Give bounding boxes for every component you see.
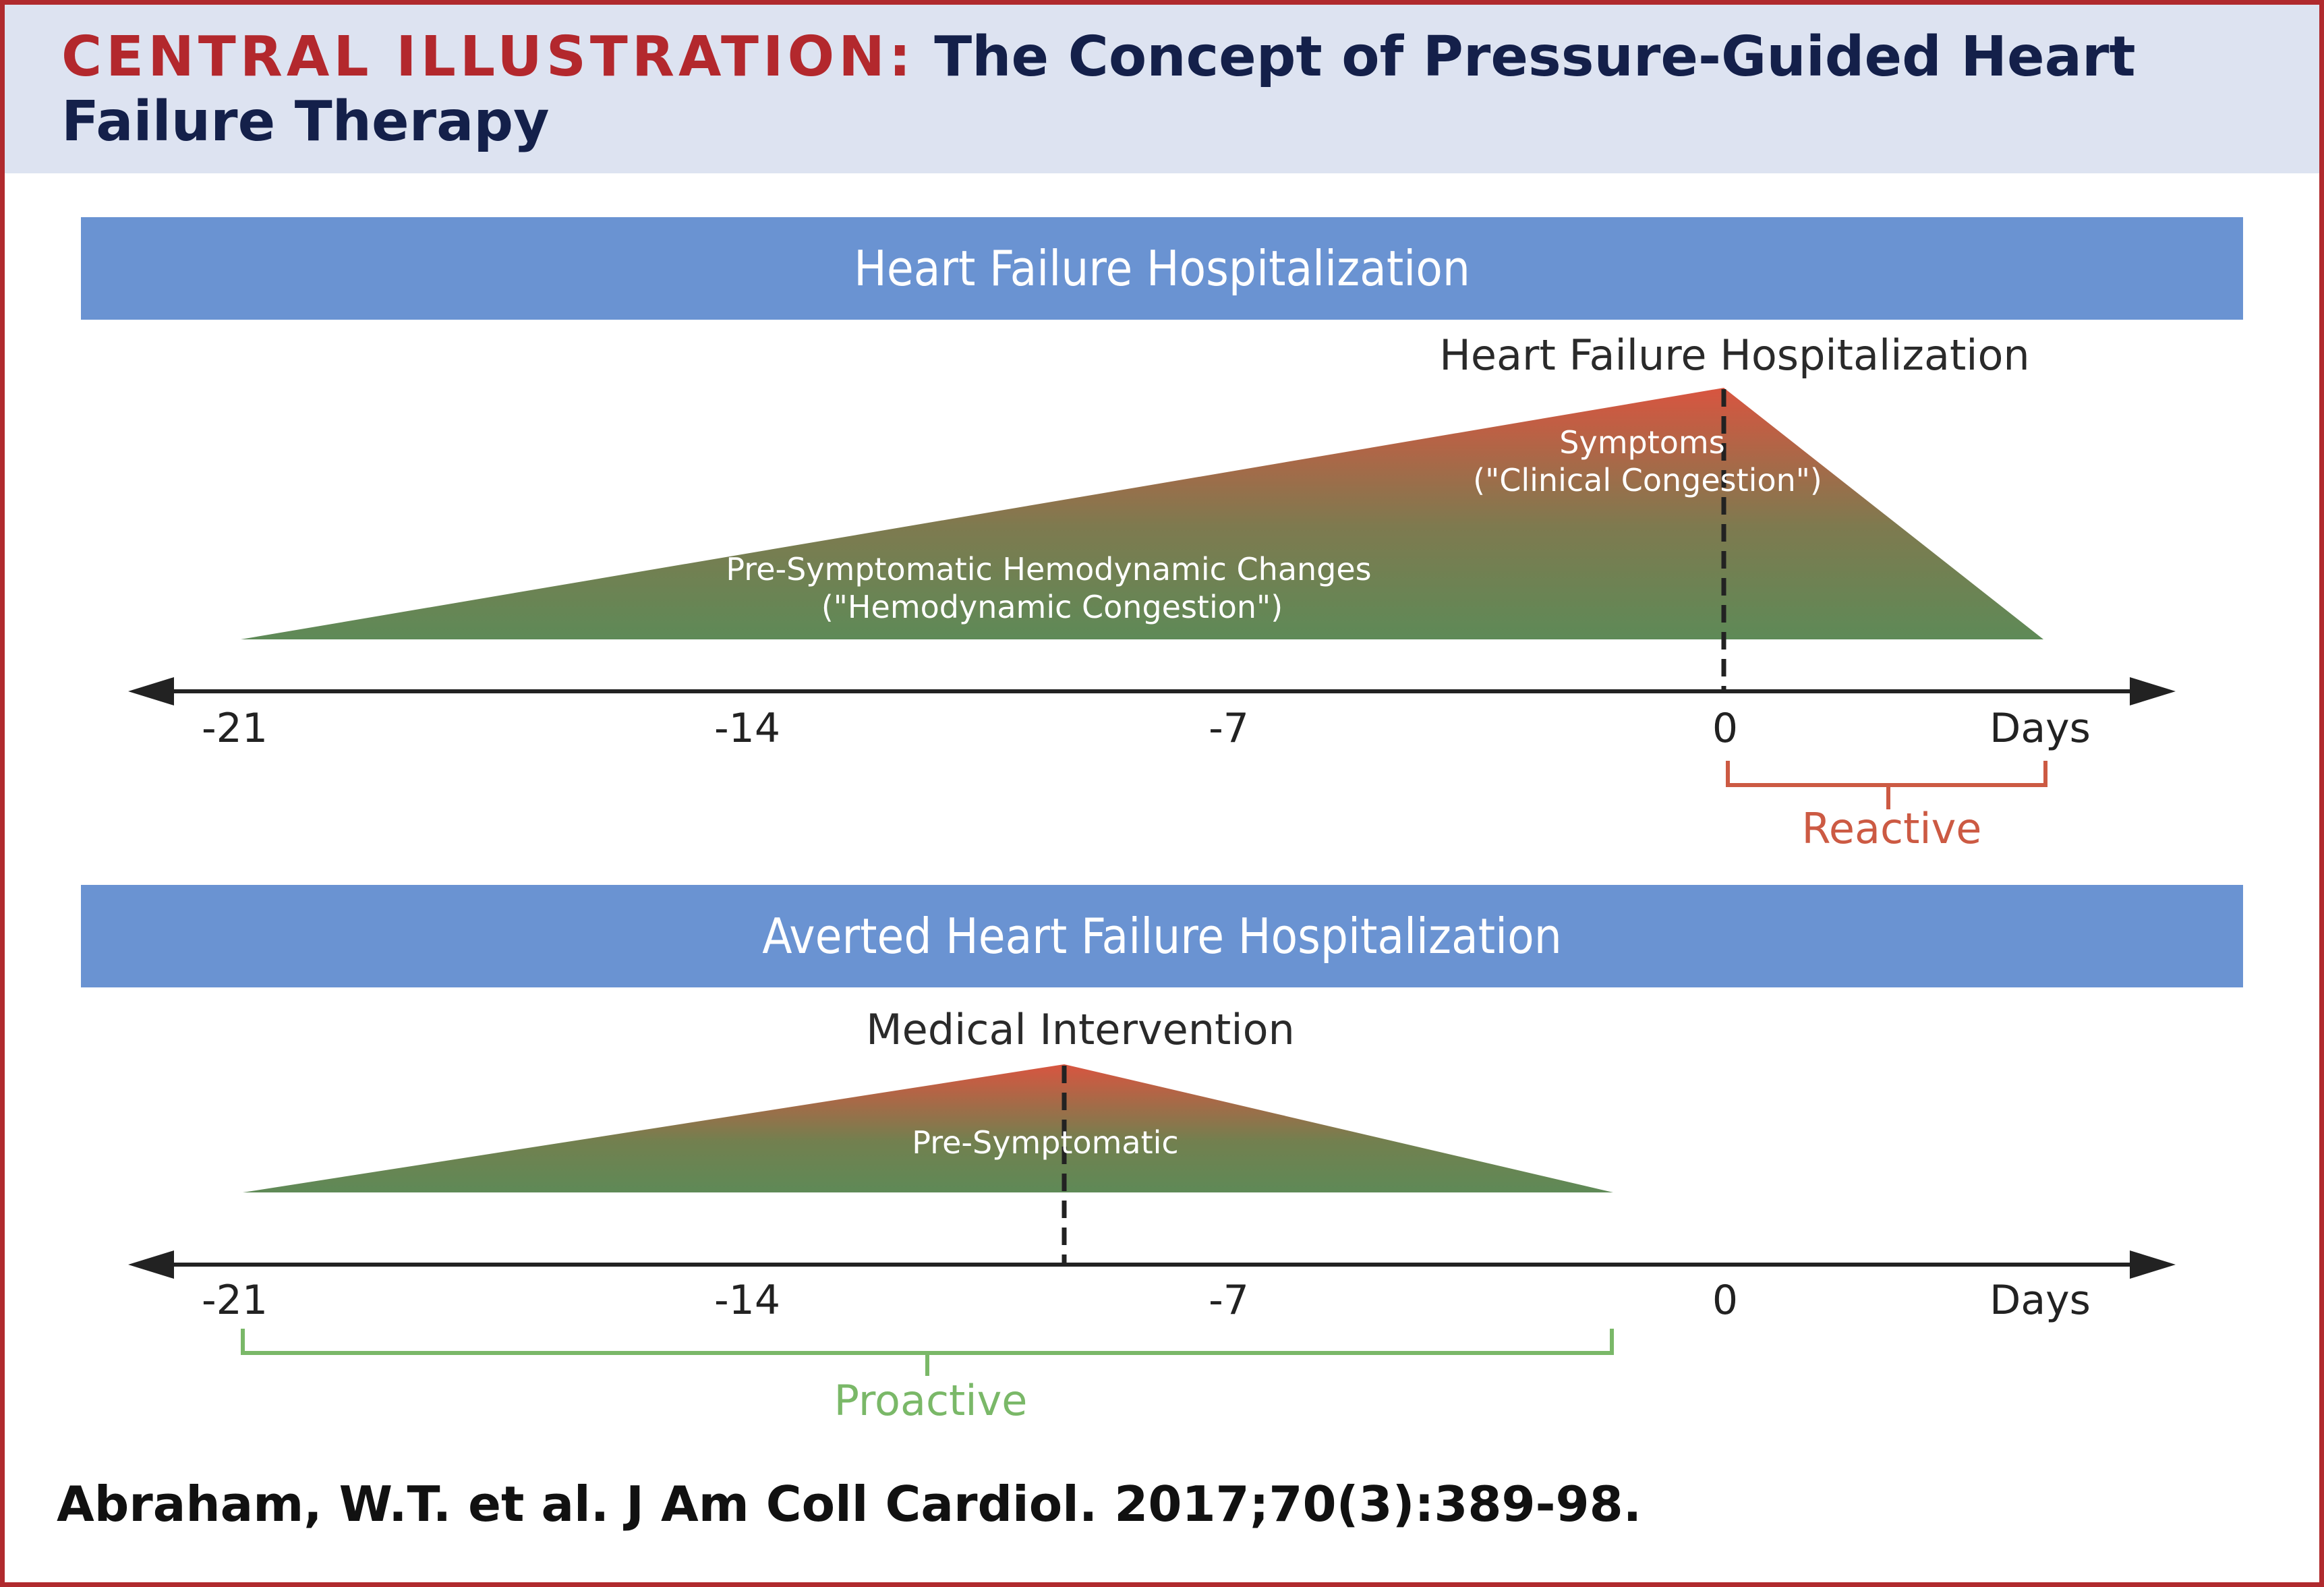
axis-arrow-right [2130, 677, 2176, 705]
symptoms-label: Symptoms [1559, 424, 1724, 461]
tick-label: -21 [202, 705, 268, 752]
axis-unit-label: Days [1989, 705, 2091, 752]
averted-triangle [243, 1064, 1613, 1192]
clinical-congestion-label: ("Clinical Congestion") [1473, 462, 1822, 498]
panel-1-band: Heart Failure Hospitalization [81, 217, 2243, 320]
tick-label: -21 [202, 1277, 268, 1324]
panel-1-band-title: Heart Failure Hospitalization [854, 240, 1470, 297]
proactive-bracket [241, 1329, 1614, 1376]
event-label-intervention: Medical Intervention [866, 1005, 1295, 1054]
panel-2-band-title: Averted Heart Failure Hospitalization [762, 908, 1562, 964]
presymptomatic-label: Pre-Symptomatic [912, 1124, 1178, 1161]
congestion-triangle [241, 388, 2043, 639]
axis-arrow-left [128, 677, 174, 705]
central-illustration-label: CENTRAL ILLUSTRATION: [61, 25, 915, 89]
header-bar: CENTRAL ILLUSTRATION: The Concept of Pre… [5, 5, 2319, 173]
axis-arrow-left [128, 1250, 174, 1279]
tick-label: -14 [714, 705, 780, 752]
axis-unit-label: Days [1989, 1277, 2091, 1324]
hemodynamic-congestion-label: ("Hemodynamic Congestion") [821, 589, 1283, 625]
presymptomatic-changes-label: Pre-Symptomatic Hemodynamic Changes [726, 551, 1371, 587]
axis-arrow-right [2130, 1250, 2176, 1279]
reactive-label: Reactive [1802, 804, 1982, 853]
tick-label: -14 [714, 1277, 780, 1324]
proactive-label: Proactive [834, 1376, 1028, 1425]
event-label-hospitalization: Heart Failure Hospitalization [1439, 330, 2029, 380]
figure-title-text: The Concept of Pressure-Guided Heart Fai… [61, 25, 2136, 154]
tick-label: 0 [1712, 1277, 1738, 1324]
tick-label: -7 [1209, 705, 1249, 752]
tick-label: 0 [1712, 705, 1738, 752]
figure-title: CENTRAL ILLUSTRATION: The Concept of Pre… [61, 25, 2253, 154]
tick-label: -7 [1209, 1277, 1249, 1324]
reactive-bracket [1726, 761, 2047, 809]
citation: Abraham, W.T. et al. J Am Coll Cardiol. … [57, 1476, 1642, 1532]
panel-2-band: Averted Heart Failure Hospitalization [81, 885, 2243, 987]
